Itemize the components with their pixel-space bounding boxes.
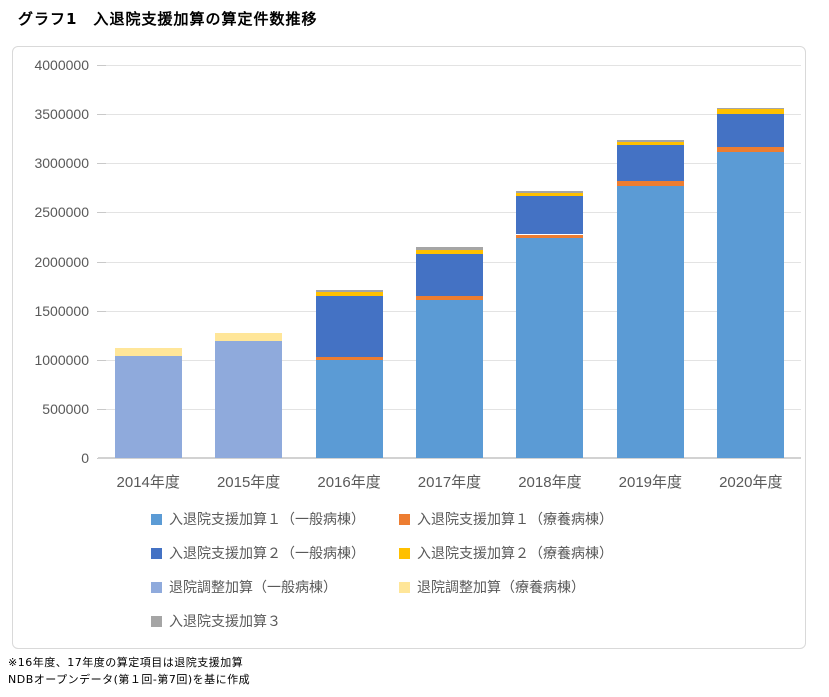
- legend-swatch: [151, 581, 162, 593]
- footnote-line2: NDBオープンデータ(第１回-第7回)を基に作成: [8, 673, 251, 686]
- chart-frame: 4000000 3500000 3000000 2500000 2000000 15000…: [12, 46, 806, 649]
- bar-segment: [717, 146, 785, 152]
- bar-segment: [717, 108, 785, 110]
- legend-item: 入退院支援加算２（一般病棟）: [151, 543, 365, 563]
- x-axis-label: 2014年度: [116, 474, 180, 491]
- footnote-line1: ※16年度、17年度の算定項目は退院支援加算: [8, 656, 244, 669]
- bar-segment: [315, 359, 383, 458]
- y-axis-tick: [97, 408, 106, 410]
- bar-segment: [516, 191, 584, 194]
- legend-swatch: [151, 615, 162, 627]
- x-axis-label: 2018年度: [518, 474, 582, 491]
- gridline: [98, 114, 801, 116]
- gridline: [98, 212, 801, 214]
- x-axis-label: 2015年度: [216, 474, 281, 491]
- legend-label: 入退院支援加算３: [169, 613, 281, 629]
- bar-segment: [516, 196, 584, 235]
- bar-segment: [315, 295, 383, 357]
- bar-segment: [416, 253, 483, 296]
- bar-segment: [315, 291, 383, 296]
- bar-segment: [114, 355, 182, 458]
- legend-swatch: [151, 513, 162, 525]
- bar-segment: [616, 140, 684, 142]
- legend-swatch: [399, 547, 410, 559]
- legend-item: 入退院支援加算２（療養病棟）: [399, 543, 613, 563]
- x-axis-label: 2017年度: [417, 474, 482, 491]
- y-axis-tick: [97, 114, 106, 116]
- y-axis-label: 0: [81, 450, 89, 466]
- legend-item: 退院調整加算（一般病棟）: [151, 577, 337, 597]
- bar-segment: [416, 249, 483, 254]
- legend-label: 入退院支援加算１（療養病棟）: [417, 511, 613, 527]
- legend-swatch: [399, 581, 410, 593]
- y-axis-tick: [97, 310, 106, 312]
- bar-segment: [315, 356, 383, 360]
- y-axis-label: 4000000: [34, 57, 89, 73]
- bar-segment: [516, 238, 584, 458]
- bar-segment: [616, 181, 684, 186]
- bar-segment: [717, 109, 785, 115]
- gridline: [98, 163, 801, 165]
- bar-segment: [616, 141, 684, 145]
- legend-label: 退院調整加算（療養病棟）: [417, 579, 585, 595]
- y-axis-tick: [97, 212, 106, 214]
- x-axis-label: 2020年度: [719, 474, 783, 491]
- bar-segment: [616, 144, 684, 182]
- legend-swatch: [151, 547, 162, 559]
- bar-segment: [416, 295, 483, 300]
- bar-segment: [114, 348, 182, 356]
- bar-segment: [616, 185, 684, 458]
- plot-area: 4000000 3500000 3000000 2500000 2000000 15000…: [34, 57, 801, 491]
- bar-segment: [416, 247, 483, 250]
- gridline: [98, 65, 801, 66]
- bar-segment: [516, 234, 584, 239]
- legend-item: 入退院支援加算３: [151, 611, 281, 631]
- y-axis-tick: [97, 65, 106, 66]
- legend-item: 入退院支援加算１（療養病棟）: [399, 509, 613, 529]
- bar-segment: [516, 193, 584, 197]
- y-axis-tick: [97, 261, 106, 263]
- y-axis-label: 2000000: [34, 253, 89, 270]
- bar-segment: [717, 114, 785, 147]
- y-axis-tick: [97, 359, 106, 361]
- x-axis-label: 2019年度: [618, 474, 683, 491]
- legend-swatch: [399, 513, 410, 525]
- y-axis-label: 500000: [42, 400, 89, 417]
- legend-label: 入退院支援加算２（療養病棟）: [417, 545, 613, 561]
- legend-label: 入退院支援加算２（一般病棟）: [169, 545, 365, 561]
- y-axis-label: 3500000: [34, 106, 89, 123]
- bar-segment: [717, 151, 785, 458]
- y-axis-label: 2500000: [34, 204, 89, 221]
- legend-label: 入退院支援加算１（一般病棟）: [169, 511, 365, 527]
- legend-label: 退院調整加算（一般病棟）: [169, 579, 337, 595]
- x-axis-line: [98, 457, 801, 459]
- y-axis-label: 1000000: [34, 351, 89, 368]
- bar-segment: [215, 340, 283, 458]
- bar-segment: [416, 299, 483, 458]
- y-axis-tick: [97, 163, 106, 165]
- y-axis-label: 1500000: [34, 302, 89, 319]
- legend-item: 退院調整加算（療養病棟）: [399, 577, 585, 597]
- bar-segment: [215, 333, 283, 341]
- x-axis-label: 2016年度: [317, 474, 381, 491]
- chart-title: グラフ1 入退院支援加算の算定件数推移: [18, 10, 318, 28]
- bar-segment: [315, 290, 383, 292]
- legend-item: 入退院支援加算１（一般病棟）: [151, 509, 365, 529]
- y-axis-label: 3000000: [34, 155, 89, 172]
- footnote: ※16年度、17年度の算定項目は退院支援加算 NDBオープンデータ(第１回-第7…: [8, 654, 250, 688]
